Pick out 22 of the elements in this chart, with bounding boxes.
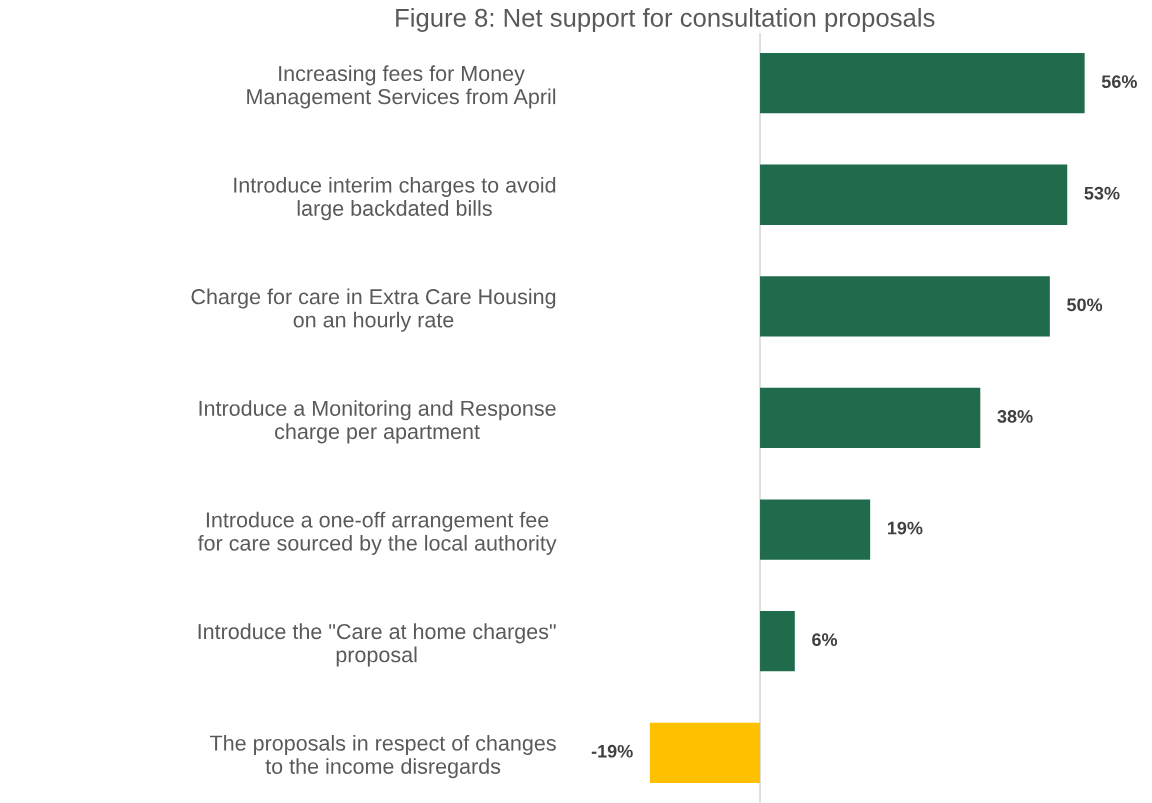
- chart-title: Figure 8: Net support for consultation proposals: [396, 8, 935, 32]
- bar: [760, 276, 1050, 337]
- data-label: 56%: [1101, 75, 1137, 88]
- y-tick-label: Introduce interim charges to avoid large backdated bills: [234, 176, 556, 221]
- bar: [760, 499, 871, 560]
- y-tick-label: Increasing fees for Money Management Services from April: [247, 65, 556, 109]
- y-tick-label: Charge for care in Extra Care Housing on an hourly rate: [191, 288, 556, 332]
- bar: [760, 53, 1085, 114]
- bar: [760, 387, 981, 449]
- data-label: 38%: [997, 410, 1033, 423]
- data-label: 19%: [887, 521, 923, 535]
- y-tick-label: Introduce a one-off arrangement fee for care sourced by the local authority: [197, 511, 557, 555]
- data-label: 50%: [1067, 298, 1103, 312]
- data-label: 53%: [1084, 186, 1120, 200]
- bar: [760, 164, 1068, 225]
- data-label: 6%: [812, 633, 838, 647]
- data-label: -19%: [591, 744, 633, 758]
- y-tick-label: Introduce a Monitoring and Response charge per apartment: [199, 400, 556, 444]
- y-tick-label: Introduce the "Care at home charges" proposal: [198, 623, 556, 667]
- bar: [760, 611, 795, 672]
- y-tick-label: The proposals in respect of changes to the income disregards: [210, 734, 556, 779]
- bar: [649, 722, 761, 783]
